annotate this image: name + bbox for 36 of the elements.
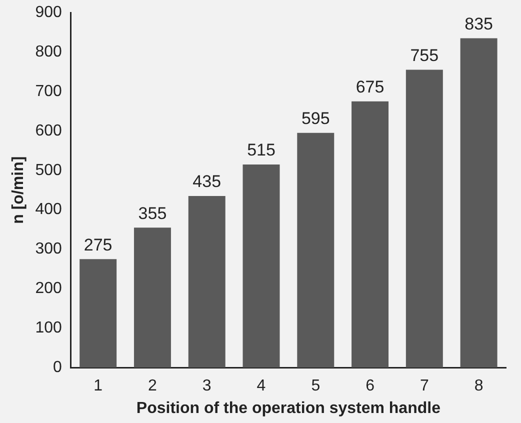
x-tick-label: 6 [366, 378, 375, 395]
y-tick-label: 600 [35, 122, 62, 140]
bar [297, 132, 334, 368]
x-tick-label: 5 [311, 378, 320, 395]
bar [352, 101, 389, 368]
x-tick-label: 2 [148, 378, 158, 395]
data-label: 355 [138, 204, 167, 223]
y-tick-label: 400 [35, 201, 62, 218]
data-label: 595 [301, 109, 330, 128]
y-tick-label: 500 [35, 162, 62, 179]
y-tick-label: 100 [35, 320, 62, 337]
x-tick-label: 8 [474, 378, 484, 395]
data-label: 755 [410, 46, 439, 65]
y-tick-label: 0 [52, 359, 62, 376]
bar [80, 259, 117, 368]
bar [242, 164, 280, 368]
y-tick-label: 700 [35, 82, 62, 100]
y-tick-label: 900 [35, 4, 62, 22]
bar [406, 70, 443, 368]
data-label: 515 [247, 140, 276, 160]
x-tick-label: 1 [94, 378, 103, 395]
y-axis-title: n [o/min] [10, 156, 28, 224]
y-tick-label: 800 [35, 43, 62, 60]
x-tick-label: 3 [202, 378, 212, 395]
data-label: 675 [356, 78, 384, 97]
data-label: 835 [464, 14, 493, 34]
x-tick-label: 4 [256, 378, 266, 395]
x-tick-label: 7 [420, 378, 429, 395]
x-axis-title: Position of the operation system handle [136, 400, 441, 417]
bar [460, 38, 498, 368]
bar [188, 196, 226, 368]
y-tick-label: 200 [35, 280, 62, 298]
data-label: 275 [84, 235, 112, 254]
bar [134, 228, 171, 368]
data-label: 435 [192, 172, 222, 192]
y-tick-label: 300 [35, 240, 62, 258]
